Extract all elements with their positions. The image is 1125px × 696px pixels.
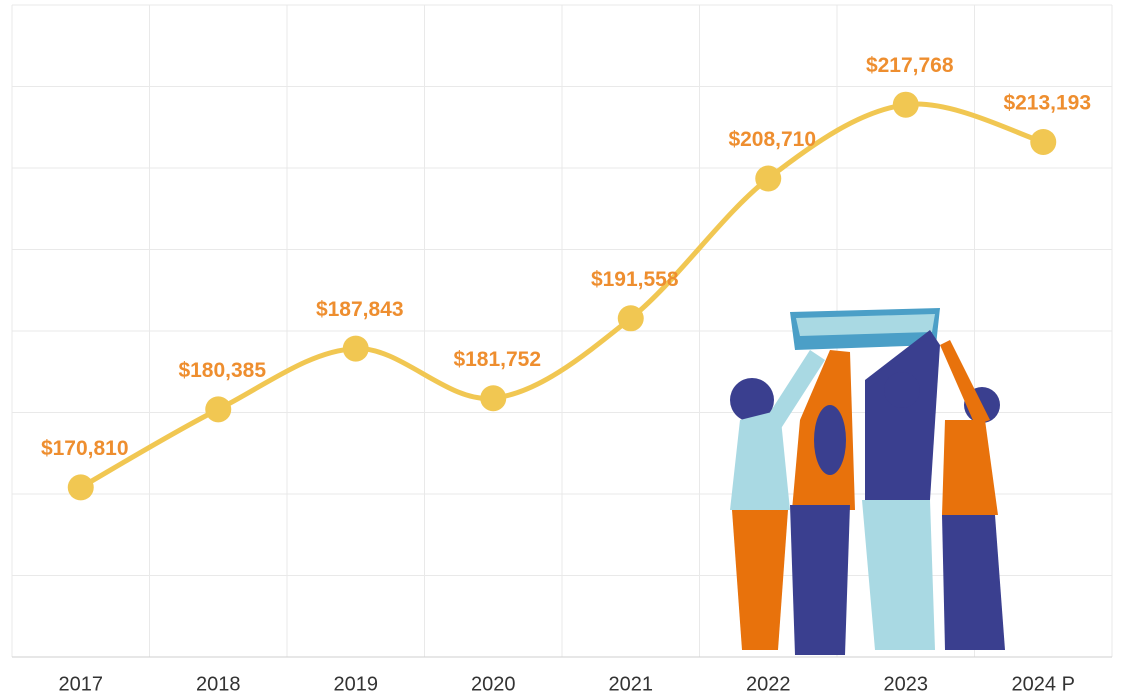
data-label: $170,810 bbox=[41, 437, 129, 460]
legs bbox=[732, 510, 788, 650]
x-tick-label: 2021 bbox=[609, 673, 654, 695]
data-label: $180,385 bbox=[178, 359, 266, 382]
head bbox=[884, 372, 920, 408]
point bbox=[205, 396, 231, 422]
point bbox=[893, 92, 919, 118]
legs bbox=[790, 505, 850, 655]
point bbox=[618, 305, 644, 331]
data-label: $208,710 bbox=[728, 128, 816, 151]
hair bbox=[814, 405, 846, 475]
x-tick-label: 2024 P bbox=[1012, 673, 1075, 695]
x-tick-label: 2018 bbox=[196, 673, 241, 695]
x-tick-label: 2022 bbox=[746, 673, 791, 695]
data-label: $213,193 bbox=[1003, 92, 1091, 115]
data-label: $217,768 bbox=[866, 54, 954, 77]
legs bbox=[942, 515, 1005, 650]
x-tick-label: 2020 bbox=[471, 673, 516, 695]
body bbox=[865, 330, 940, 500]
data-label: $191,558 bbox=[591, 268, 679, 291]
point bbox=[480, 385, 506, 411]
body bbox=[942, 420, 998, 515]
chart: $170,810 $180,385 $187,843 $181,752 $191,558… bbox=[0, 0, 1125, 696]
x-tick-label: 2019 bbox=[334, 673, 379, 695]
data-label: $181,752 bbox=[453, 348, 541, 371]
point bbox=[68, 474, 94, 500]
data-label: $187,843 bbox=[316, 298, 404, 321]
legs bbox=[862, 500, 935, 650]
point bbox=[343, 336, 369, 362]
page: $170,810 $180,385 $187,843 $181,752 $191,558… bbox=[0, 0, 1125, 696]
people-illustration bbox=[730, 308, 1005, 655]
x-tick-label: 2023 bbox=[884, 673, 929, 695]
point bbox=[1030, 129, 1056, 155]
x-tick-label: 2017 bbox=[59, 673, 104, 695]
point bbox=[755, 166, 781, 192]
